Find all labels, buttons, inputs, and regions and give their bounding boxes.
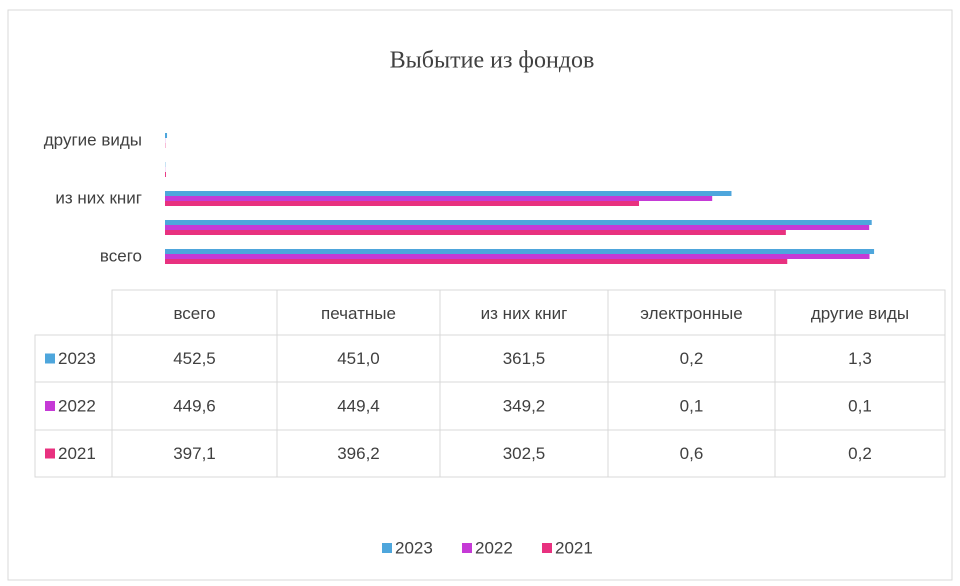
table-cell: [774, 429, 946, 478]
bar: [165, 259, 788, 264]
bar: [165, 191, 732, 196]
legend-swatch: [45, 401, 55, 411]
bar: [165, 220, 872, 225]
legend-swatch: [382, 543, 392, 553]
y-tick-label: из них книг: [55, 188, 142, 207]
bar: [165, 172, 166, 177]
legend-swatch: [462, 543, 472, 553]
table-header: электронные: [640, 304, 742, 323]
legend-swatch: [542, 543, 552, 553]
table-value: 396,2: [337, 444, 380, 463]
table-value: 451,0: [337, 349, 380, 368]
chart-frame: [7, 9, 953, 581]
table-header: всего: [173, 304, 215, 323]
table-value: 0,2: [848, 444, 872, 463]
chart-title: Выбытие из фондов: [390, 48, 595, 74]
table-value: 0,2: [680, 349, 704, 368]
legend-swatch: [45, 448, 55, 459]
table-value: 0,1: [680, 396, 704, 415]
table-header: печатные: [321, 304, 396, 323]
y-tick-label: всего: [100, 246, 142, 265]
legend-label: 2023: [395, 538, 433, 557]
legend-swatch: [45, 353, 55, 364]
legend-label: 2021: [555, 538, 593, 557]
table-value: 449,4: [337, 396, 380, 415]
table-value: 1,3: [848, 349, 872, 368]
table-value: 349,2: [503, 396, 546, 415]
table-value: 0,1: [848, 396, 872, 415]
table-series-name: 2021: [58, 444, 96, 463]
table-value: 361,5: [503, 349, 546, 368]
table-header: другие виды: [811, 304, 909, 323]
bar: [165, 230, 786, 235]
table-series-name: 2022: [58, 396, 96, 415]
bar: [165, 225, 870, 230]
table-value: 397,1: [173, 444, 216, 463]
table-value: 0,6: [680, 444, 704, 463]
table-series-name: 2023: [58, 349, 96, 368]
table-value: 302,5: [503, 444, 546, 463]
table-header: из них книг: [481, 304, 568, 323]
bar: [165, 133, 168, 138]
bar: [165, 196, 713, 201]
y-tick-label: другие виды: [44, 130, 142, 149]
bar: [165, 249, 875, 254]
bar: [165, 201, 640, 206]
table-value: 449,6: [173, 396, 216, 415]
legend-label: 2022: [475, 538, 513, 557]
table-value: 452,5: [173, 349, 216, 368]
bar: [165, 254, 870, 259]
